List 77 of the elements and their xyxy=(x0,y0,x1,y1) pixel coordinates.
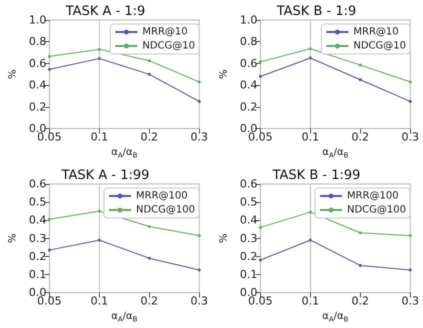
y-tick-label: 1.0 xyxy=(240,14,258,26)
y-tick-label: 0.2 xyxy=(240,100,258,114)
chart-title: TASK B - 1:9 xyxy=(276,4,356,19)
y-tick-label: 0.6 xyxy=(240,56,258,70)
point xyxy=(48,248,51,252)
legend-label: MRR@100 xyxy=(347,190,399,202)
line-series xyxy=(258,56,412,103)
point xyxy=(258,258,262,262)
point xyxy=(48,218,51,221)
legend-label: MRR@100 xyxy=(136,190,188,202)
y-tick-label: 0.4 xyxy=(28,214,46,227)
point xyxy=(198,234,201,238)
point xyxy=(408,268,412,272)
y-tick-label: 1.0 xyxy=(28,14,46,26)
y-axis-title: % xyxy=(8,234,18,244)
y-tick-label: 0.2 xyxy=(28,250,46,263)
line-series xyxy=(48,57,201,103)
legend-label: MRR@10 xyxy=(142,26,188,38)
x-tick-label: 0.2 xyxy=(352,294,370,308)
point xyxy=(258,60,262,64)
x-tick-label: 0.1 xyxy=(90,294,108,308)
point xyxy=(408,234,412,238)
point xyxy=(198,268,201,272)
y-tick-label: 0.1 xyxy=(28,268,46,281)
x-tick-label: 0.3 xyxy=(402,130,420,144)
y-tick-label: 0.4 xyxy=(28,78,46,92)
legend-label: NDCG@10 xyxy=(353,40,406,52)
point xyxy=(148,72,151,76)
x-tick-label: 0.3 xyxy=(190,294,208,308)
x-tick-label: 0.1 xyxy=(302,130,320,144)
legend-label: NDCG@100 xyxy=(136,204,195,216)
y-axis-title: % xyxy=(218,70,230,80)
y-tick-label: 0.5 xyxy=(240,196,258,209)
point xyxy=(148,256,151,260)
point xyxy=(358,264,362,267)
chart-title: TASK A - 1:99 xyxy=(60,168,150,183)
y-tick-label: 0.6 xyxy=(240,178,258,190)
x-tick-label: 0.1 xyxy=(302,294,320,308)
y-axis-title: % xyxy=(8,70,18,80)
y-tick-label: 0.6 xyxy=(28,178,46,190)
point xyxy=(258,226,262,229)
point xyxy=(408,100,412,103)
legend-label: NDCG@10 xyxy=(142,40,196,52)
y-axis-title: % xyxy=(218,234,230,244)
x-tick-label: 0.2 xyxy=(140,294,158,308)
point xyxy=(258,74,262,78)
y-tick-label: 0.5 xyxy=(28,196,46,209)
y-tick-label: 0.4 xyxy=(240,214,258,227)
y-tick-label: 0.8 xyxy=(240,35,258,48)
point xyxy=(148,59,151,62)
point xyxy=(358,231,362,234)
x-tick-label: 0.3 xyxy=(402,294,420,308)
point xyxy=(48,68,51,71)
chart-title: TASK A - 1:9 xyxy=(64,4,146,19)
point xyxy=(198,100,201,103)
y-tick-label: 0.3 xyxy=(28,232,46,245)
x-tick-label: 0.1 xyxy=(90,130,108,144)
y-tick-label: 0.1 xyxy=(240,268,258,281)
legend-label: NDCG@100 xyxy=(347,204,406,216)
chart-title: TASK B - 1:99 xyxy=(272,168,360,183)
y-tick-label: 0.3 xyxy=(240,232,258,245)
x-tick-label: 0.3 xyxy=(190,130,208,144)
x-tick-label: 0.2 xyxy=(140,130,158,144)
point xyxy=(48,54,51,58)
x-tick-label: 0.2 xyxy=(352,130,370,144)
point xyxy=(358,78,362,82)
y-tick-label: 0.6 xyxy=(28,56,46,70)
y-tick-label: 0.4 xyxy=(240,78,258,92)
line-series xyxy=(258,238,412,272)
y-tick-label: 0.8 xyxy=(28,35,46,48)
point xyxy=(358,64,362,67)
point xyxy=(408,80,412,84)
point xyxy=(148,225,151,228)
y-tick-label: 0.2 xyxy=(28,100,46,114)
y-tick-label: 0.2 xyxy=(240,250,258,263)
point xyxy=(198,80,201,84)
legend-label: MRR@10 xyxy=(353,26,399,38)
